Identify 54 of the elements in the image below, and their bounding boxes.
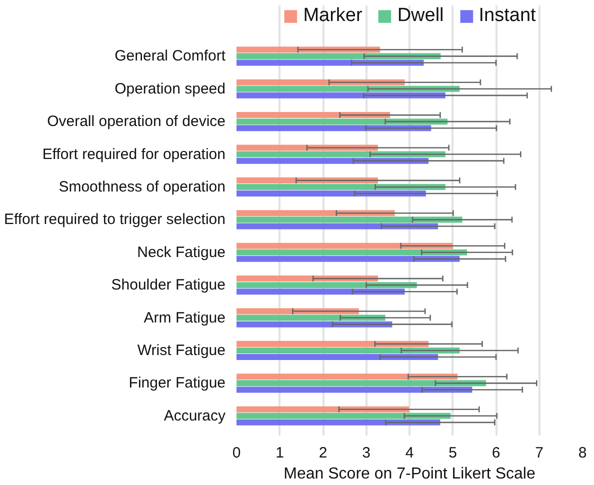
bar bbox=[236, 158, 429, 164]
bar bbox=[236, 354, 438, 360]
bar bbox=[236, 92, 446, 98]
bar bbox=[236, 412, 451, 419]
y-tick-label: Smoothness of operation bbox=[58, 178, 226, 196]
y-tick-label: Neck Fatigue bbox=[137, 244, 226, 261]
bar bbox=[236, 288, 405, 295]
bar bbox=[236, 118, 448, 125]
bar bbox=[236, 125, 432, 132]
y-tick-label: Arm Fatigue bbox=[144, 309, 226, 326]
x-tick-label: 4 bbox=[405, 444, 414, 462]
y-tick-label: Shoulder Fatigue bbox=[111, 276, 226, 294]
y-tick-label: Finger Fatigue bbox=[128, 374, 226, 392]
bar bbox=[236, 314, 386, 321]
y-tick-label: General Comfort bbox=[114, 48, 226, 65]
bar bbox=[236, 184, 446, 190]
bar bbox=[236, 282, 417, 288]
bar bbox=[236, 340, 429, 347]
x-tick-label: 6 bbox=[492, 444, 500, 462]
bar bbox=[236, 112, 390, 118]
y-tick-label: Wrist Fatigue bbox=[137, 342, 226, 359]
bar bbox=[236, 276, 378, 282]
y-tick-label: Overall operation of device bbox=[47, 113, 226, 130]
legend-label: Dwell bbox=[397, 5, 444, 27]
bar bbox=[236, 190, 426, 197]
x-tick-label: 3 bbox=[362, 444, 370, 462]
y-tick-label: Effort required to trigger selection bbox=[4, 211, 226, 228]
bar bbox=[236, 242, 453, 249]
legend-label: Marker bbox=[303, 5, 362, 27]
bar bbox=[236, 53, 441, 60]
x-tick-label: 7 bbox=[535, 444, 544, 462]
bar bbox=[236, 347, 460, 354]
bar bbox=[236, 374, 458, 380]
y-tick-label: Effort required for operation bbox=[42, 146, 226, 163]
x-tick-label: 8 bbox=[578, 444, 587, 462]
x-tick-label: 2 bbox=[318, 444, 328, 462]
bar bbox=[236, 216, 462, 223]
x-tick-label: 1 bbox=[276, 444, 284, 462]
x-tick-label: 5 bbox=[448, 444, 457, 462]
x-tick-label: 0 bbox=[232, 444, 241, 462]
bar bbox=[236, 223, 438, 230]
legend-label: Instant bbox=[478, 5, 536, 27]
y-tick-label: Operation speed bbox=[114, 80, 226, 98]
bar bbox=[236, 406, 410, 412]
x-axis-title: Mean Score on 7-Point Likert Scale bbox=[284, 466, 536, 482]
bar bbox=[236, 419, 440, 426]
bar bbox=[236, 249, 468, 256]
y-tick-label: Accuracy bbox=[164, 407, 226, 424]
bar bbox=[236, 321, 392, 328]
bar bbox=[236, 380, 486, 386]
bar bbox=[236, 256, 460, 262]
bar bbox=[236, 210, 395, 216]
bar bbox=[236, 386, 472, 393]
bar bbox=[236, 177, 378, 184]
